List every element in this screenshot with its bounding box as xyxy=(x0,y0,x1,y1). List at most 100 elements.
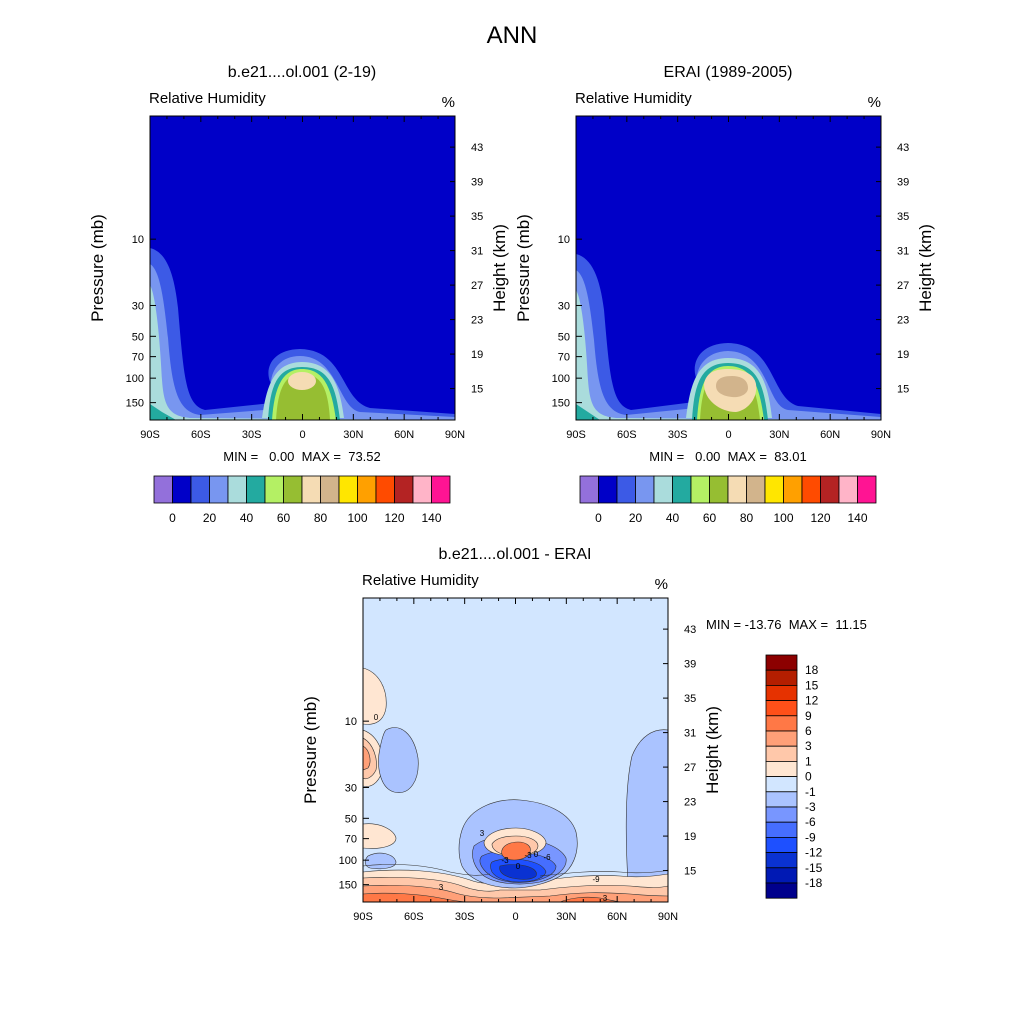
x-tick-label: 0 xyxy=(725,429,731,441)
stats-label: MIN = -13.76 MAX = 11.15 xyxy=(706,617,867,632)
colorbar-label: -9 xyxy=(805,830,816,844)
x-tick-label: 60S xyxy=(404,911,424,923)
colorbar-swatch xyxy=(765,821,798,838)
colorbar-label: -18 xyxy=(805,876,823,890)
x-tick-label: 60S xyxy=(191,429,211,441)
panel-title: b.e21....ol.001 - ERAI xyxy=(439,546,592,563)
colorbar-label: 20 xyxy=(203,511,217,525)
y-tick-label: 70 xyxy=(345,834,357,846)
colorbar-swatch xyxy=(653,475,673,504)
x-tick-label: 90S xyxy=(566,429,586,441)
colorbar-swatch xyxy=(431,475,451,504)
contour-label: -9 xyxy=(592,875,600,884)
contour-fill-area xyxy=(150,116,455,420)
panel-difference: b.e21....ol.001 - ERAI Relative Humidity… xyxy=(301,546,867,923)
colorbar-label: 18 xyxy=(805,663,819,677)
colorbar-swatch xyxy=(765,730,798,747)
colorbar-swatch xyxy=(375,475,395,504)
colorbar-swatch xyxy=(765,852,798,869)
contour-level xyxy=(499,864,537,880)
colorbar-label: 1 xyxy=(805,754,812,768)
colorbar-swatch xyxy=(394,475,414,504)
colorbar-swatch xyxy=(765,837,798,854)
colorbar-label: 140 xyxy=(421,511,441,525)
x-tick-label: 90S xyxy=(140,429,160,441)
x-tick-label: 60N xyxy=(607,911,627,923)
colorbar-label: 60 xyxy=(277,511,291,525)
colorbar-swatch xyxy=(227,475,247,504)
colorbar-label: 6 xyxy=(805,724,812,738)
contour-line xyxy=(363,864,491,876)
colorbar-label: 80 xyxy=(314,511,328,525)
colorbar-label: -1 xyxy=(805,785,816,799)
height-tick-label: 39 xyxy=(471,177,483,189)
colorbar-swatch xyxy=(764,475,784,504)
panel-obs: ERAI (1989-2005) Relative Humidity % 90S… xyxy=(514,64,935,525)
height-tick-label: 43 xyxy=(684,624,696,636)
y-axis-label: Pressure (mb) xyxy=(514,214,533,322)
height-tick-label: 27 xyxy=(471,280,483,292)
stats-label: MIN = 0.00 MAX = 73.52 xyxy=(223,449,381,464)
height-tick-label: 15 xyxy=(471,384,483,396)
panel-title: ERAI (1989-2005) xyxy=(664,64,793,81)
height-tick-label: 15 xyxy=(897,384,909,396)
x-tick-label: 60S xyxy=(617,429,637,441)
y-tick-label: 50 xyxy=(132,331,144,343)
height-tick-label: 31 xyxy=(684,728,696,740)
colorbar-swatch xyxy=(820,475,840,504)
y-tick-label: 50 xyxy=(345,813,357,825)
colorbar-swatch xyxy=(765,882,798,899)
height-tick-label: 39 xyxy=(684,659,696,671)
height-tick-label: 15 xyxy=(684,866,696,878)
colorbar: 0 20 40 60 80 100 120 140 xyxy=(153,475,451,525)
colorbar-label: 140 xyxy=(847,511,867,525)
height-tick-label: 31 xyxy=(897,246,909,258)
x-ticks: 90S 60S 30S 0 30N 60N 90N xyxy=(140,116,465,441)
colorbar-swatch xyxy=(727,475,747,504)
colorbar-label: 120 xyxy=(810,511,830,525)
contour-fill-area xyxy=(363,598,668,902)
y-tick-label: 100 xyxy=(552,373,570,385)
colorbar-label: 100 xyxy=(773,511,793,525)
height-ticks: 43 39 35 31 27 23 19 15 xyxy=(450,142,483,396)
stats-label: MIN = 0.00 MAX = 83.01 xyxy=(649,449,807,464)
colorbar-swatch xyxy=(765,715,798,732)
x-tick-label: 30S xyxy=(668,429,688,441)
contour-label: 3 xyxy=(439,883,444,892)
colorbar-label: 40 xyxy=(666,511,680,525)
colorbar-label: -3 xyxy=(805,800,816,814)
contour-label: 3 xyxy=(480,829,485,838)
x-tick-label: 90N xyxy=(871,429,891,441)
contour-level xyxy=(363,745,371,771)
colorbar-swatch xyxy=(765,761,798,778)
colorbar-swatch xyxy=(857,475,877,504)
colorbar-swatch xyxy=(172,475,192,504)
y-tick-label: 30 xyxy=(132,300,144,312)
y-tick-label: 30 xyxy=(345,782,357,794)
contour-label: -6 xyxy=(543,853,551,862)
colorbar-swatch xyxy=(746,475,766,504)
page-title: ANN xyxy=(487,22,538,49)
contour-label: -3 xyxy=(524,851,532,860)
units-label: % xyxy=(655,576,668,593)
x-tick-label: 30N xyxy=(556,911,576,923)
contour-level xyxy=(501,841,531,861)
colorbar-swatch xyxy=(765,685,798,702)
height-tick-label: 35 xyxy=(471,211,483,223)
colorbar-swatch xyxy=(264,475,284,504)
colorbar-swatch xyxy=(598,475,618,504)
colorbar-swatch xyxy=(765,776,798,793)
y-axis-label: Pressure (mb) xyxy=(301,696,320,804)
colorbar-label: 0 xyxy=(595,511,602,525)
colorbar-swatch xyxy=(801,475,821,504)
colorbar-swatch xyxy=(690,475,710,504)
contour-level xyxy=(576,404,600,420)
x-tick-label: 30N xyxy=(769,429,789,441)
colorbar-swatch xyxy=(765,700,798,717)
contour-level xyxy=(150,404,176,420)
colorbar-swatch xyxy=(765,867,798,884)
colorbar-label: 80 xyxy=(740,511,754,525)
variable-label: Relative Humidity xyxy=(575,90,692,107)
units-label: % xyxy=(868,94,881,111)
